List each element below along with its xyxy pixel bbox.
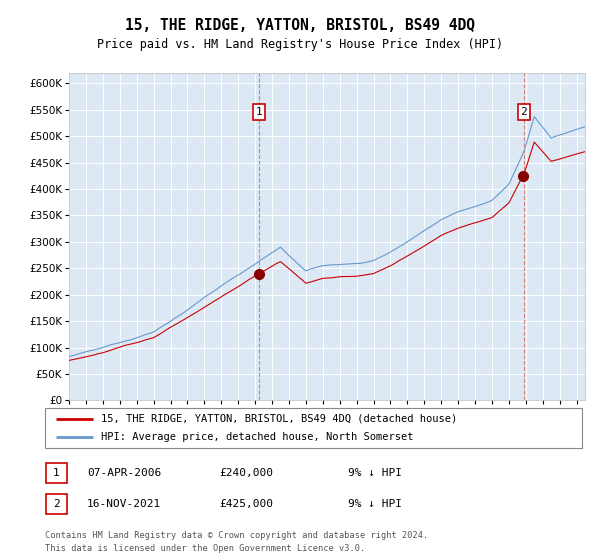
Text: 9% ↓ HPI: 9% ↓ HPI <box>348 468 402 478</box>
Text: 07-APR-2006: 07-APR-2006 <box>87 468 161 478</box>
Text: £240,000: £240,000 <box>219 468 273 478</box>
Text: 2: 2 <box>520 107 527 117</box>
Text: 1: 1 <box>256 107 263 117</box>
Text: 9% ↓ HPI: 9% ↓ HPI <box>348 499 402 509</box>
Text: 16-NOV-2021: 16-NOV-2021 <box>87 499 161 509</box>
Text: HPI: Average price, detached house, North Somerset: HPI: Average price, detached house, Nort… <box>101 432 414 442</box>
Text: Contains HM Land Registry data © Crown copyright and database right 2024.
This d: Contains HM Land Registry data © Crown c… <box>45 531 428 553</box>
Text: Price paid vs. HM Land Registry's House Price Index (HPI): Price paid vs. HM Land Registry's House … <box>97 38 503 52</box>
Text: £425,000: £425,000 <box>219 499 273 509</box>
Text: 15, THE RIDGE, YATTON, BRISTOL, BS49 4DQ: 15, THE RIDGE, YATTON, BRISTOL, BS49 4DQ <box>125 18 475 32</box>
FancyBboxPatch shape <box>46 494 67 514</box>
Text: 15, THE RIDGE, YATTON, BRISTOL, BS49 4DQ (detached house): 15, THE RIDGE, YATTON, BRISTOL, BS49 4DQ… <box>101 414 458 423</box>
Text: 1: 1 <box>53 468 60 478</box>
FancyBboxPatch shape <box>46 463 67 483</box>
Text: 2: 2 <box>53 499 60 509</box>
FancyBboxPatch shape <box>45 408 582 448</box>
